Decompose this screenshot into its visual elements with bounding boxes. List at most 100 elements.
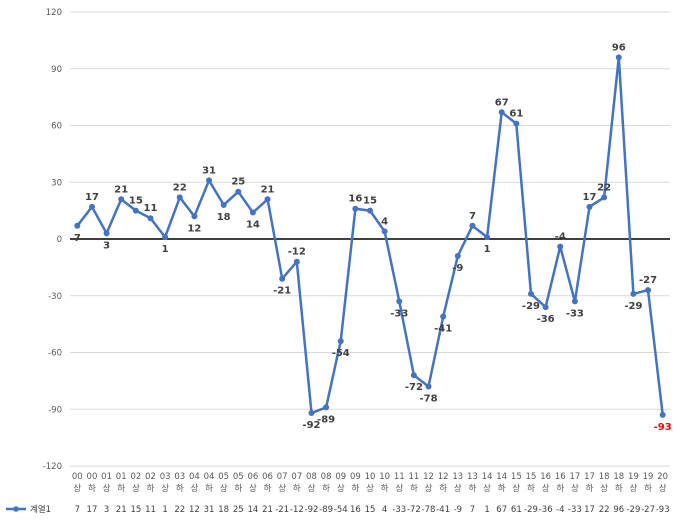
data-labels: 7173211511122123118251421-21-12-92-89-54… xyxy=(74,42,672,433)
data-point xyxy=(571,298,578,305)
x-category-label: 17 xyxy=(584,472,595,482)
data-point xyxy=(396,298,403,305)
x-category-label: 00 xyxy=(87,472,98,482)
data-point xyxy=(191,213,198,220)
table-value: -72 xyxy=(407,505,421,515)
data-point xyxy=(132,207,139,214)
x-category-label: 04 xyxy=(204,472,215,482)
table-value: 22 xyxy=(599,505,610,515)
y-tick-label: 60 xyxy=(51,122,62,132)
x-category-label: 03 xyxy=(174,472,185,482)
x-category-sublabel: 상 xyxy=(278,483,286,494)
x-category-sublabel: 하 xyxy=(205,483,213,494)
data-point xyxy=(249,209,256,216)
x-category-sublabel: 하 xyxy=(498,483,506,494)
data-label: -41 xyxy=(434,324,452,335)
x-category-sublabel: 상 xyxy=(103,483,111,494)
series-points xyxy=(74,54,666,418)
table-value: 96 xyxy=(613,505,624,515)
table-value: 7 xyxy=(470,505,475,515)
data-point xyxy=(264,196,271,203)
data-label: 22 xyxy=(173,182,187,193)
table-value: 12 xyxy=(189,505,200,515)
y-tick-label: 90 xyxy=(51,65,62,75)
table-value: 15 xyxy=(365,505,376,515)
x-category-sublabel: 하 xyxy=(615,483,623,494)
table-value: -33 xyxy=(568,505,582,515)
x-category-sublabel: 하 xyxy=(527,483,535,494)
table-value: -78 xyxy=(422,505,436,515)
table-value: 15 xyxy=(130,505,141,515)
x-category-sublabel: 하 xyxy=(381,483,389,494)
x-category-label: 05 xyxy=(218,472,229,482)
x-category-sublabel: 하 xyxy=(88,483,96,494)
data-point xyxy=(352,205,359,212)
x-category-label: 06 xyxy=(248,472,259,482)
table-value: 1 xyxy=(162,505,167,515)
table-value: 3 xyxy=(104,505,109,515)
data-point xyxy=(367,207,373,214)
x-category-sublabel: 상 xyxy=(483,483,491,494)
x-category-label: 00 xyxy=(72,472,83,482)
x-category-sublabel: 하 xyxy=(264,483,272,494)
data-label: 7 xyxy=(74,233,81,244)
data-point xyxy=(381,228,388,235)
x-category-label: 02 xyxy=(145,472,156,482)
x-category-label: 05 xyxy=(233,472,244,482)
table-value: 17 xyxy=(584,505,595,515)
x-category-sublabel: 하 xyxy=(586,483,594,494)
data-label: 61 xyxy=(509,109,523,120)
x-category-sublabel: 상 xyxy=(395,483,403,494)
table-value: -12 xyxy=(290,505,304,515)
data-label: -12 xyxy=(288,247,306,258)
data-label: -27 xyxy=(639,275,657,286)
x-category-sublabel: 상 xyxy=(220,483,228,494)
data-label: 1 xyxy=(484,244,491,255)
x-category-label: 08 xyxy=(321,472,332,482)
legend-series-name: 계열1 xyxy=(30,504,51,515)
data-label: 14 xyxy=(246,220,260,231)
data-label: -36 xyxy=(537,314,555,325)
y-axis-ticks: -120 -90 -60 -30 0 30 60 90 120 xyxy=(43,8,62,472)
data-label: -92 xyxy=(302,420,320,431)
x-category-label: 02 xyxy=(130,472,141,482)
table-value: 14 xyxy=(248,505,259,515)
data-label: 4 xyxy=(381,216,388,227)
x-category-sublabel: 하 xyxy=(234,483,242,494)
data-table: 계열1 7 17 3 21 15 11 1 22 12 31 18 25 14 21 -21 -12 -92 -89… xyxy=(6,504,670,515)
table-value: -33 xyxy=(392,505,406,515)
data-label: 17 xyxy=(85,192,99,203)
x-category-label: 04 xyxy=(189,472,200,482)
x-category-label: 12 xyxy=(438,472,449,482)
data-label: -9 xyxy=(452,263,463,274)
x-category-sublabel: 상 xyxy=(425,483,433,494)
data-label: 11 xyxy=(144,203,158,214)
table-value: -93 xyxy=(656,505,670,515)
table-value: 61 xyxy=(511,505,522,515)
data-point xyxy=(586,203,593,210)
data-point xyxy=(425,383,432,390)
x-category-label: 07 xyxy=(291,472,302,482)
data-point xyxy=(484,234,491,241)
x-category-sublabel: 상 xyxy=(630,483,638,494)
x-category-sublabel: 상 xyxy=(366,483,374,494)
x-category-sublabel: 상 xyxy=(542,483,550,494)
x-category-label: 14 xyxy=(482,472,493,482)
table-value: 7 xyxy=(75,505,80,515)
data-label: 67 xyxy=(495,97,509,108)
table-value: 16 xyxy=(350,505,361,515)
data-point xyxy=(337,338,344,345)
data-label: 7 xyxy=(469,211,476,222)
data-label: -29 xyxy=(522,301,540,312)
table-value: -29 xyxy=(524,505,538,515)
x-category-label: 19 xyxy=(628,472,639,482)
x-category-label: 16 xyxy=(555,472,566,482)
table-value: 21 xyxy=(262,505,273,515)
data-point xyxy=(323,404,330,411)
data-point xyxy=(308,410,315,417)
x-category-sublabel: 상 xyxy=(161,483,169,494)
data-label: -89 xyxy=(317,414,335,425)
data-label: -4 xyxy=(555,232,566,243)
table-value: -21 xyxy=(275,505,289,515)
